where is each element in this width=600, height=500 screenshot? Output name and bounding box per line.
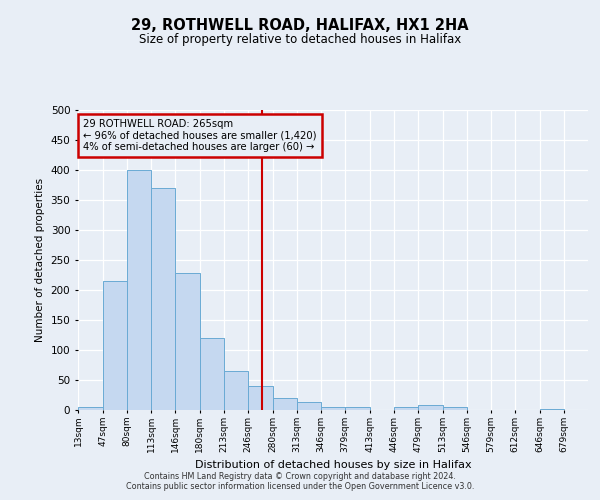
Bar [273,398,297,410]
Bar [151,188,175,410]
Bar [103,281,127,410]
Bar [540,409,564,410]
Text: Size of property relative to detached houses in Halifax: Size of property relative to detached ho… [139,32,461,46]
Bar [175,273,200,410]
Bar [443,407,467,410]
Text: Contains public sector information licensed under the Open Government Licence v3: Contains public sector information licen… [126,482,474,491]
Text: 29 ROTHWELL ROAD: 265sqm
← 96% of detached houses are smaller (1,420)
4% of semi: 29 ROTHWELL ROAD: 265sqm ← 96% of detach… [83,119,317,152]
Bar [200,338,224,410]
Bar [394,407,418,410]
Bar [297,402,321,410]
Bar [248,386,273,410]
Bar [321,407,345,410]
Bar [345,407,370,410]
Bar [418,405,443,410]
Text: Contains HM Land Registry data © Crown copyright and database right 2024.: Contains HM Land Registry data © Crown c… [144,472,456,481]
Bar [127,170,151,410]
Bar [224,371,248,410]
Y-axis label: Number of detached properties: Number of detached properties [35,178,45,342]
Text: 29, ROTHWELL ROAD, HALIFAX, HX1 2HA: 29, ROTHWELL ROAD, HALIFAX, HX1 2HA [131,18,469,32]
Bar [78,407,103,410]
X-axis label: Distribution of detached houses by size in Halifax: Distribution of detached houses by size … [194,460,472,470]
